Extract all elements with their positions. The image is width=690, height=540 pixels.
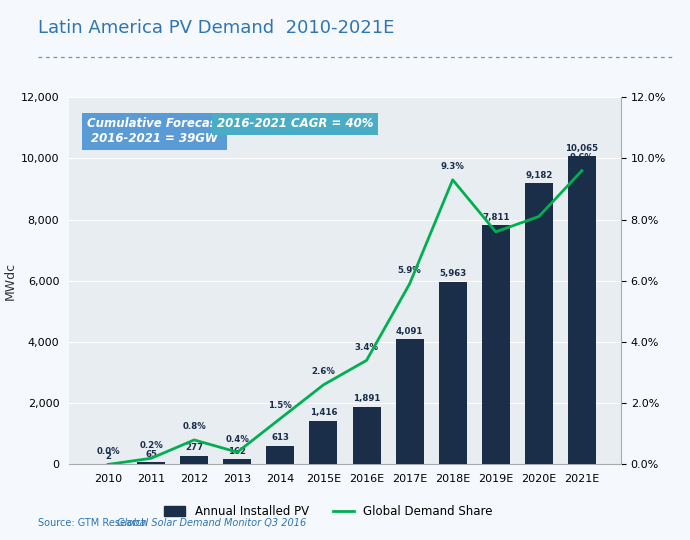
Text: 613: 613 — [271, 433, 289, 442]
Bar — [309, 421, 337, 464]
Text: 4,091: 4,091 — [396, 327, 423, 335]
Text: 9,182: 9,182 — [525, 171, 553, 180]
Text: 2: 2 — [105, 451, 111, 461]
Text: 65: 65 — [145, 450, 157, 459]
Text: 162: 162 — [228, 447, 246, 456]
Text: 7,811: 7,811 — [482, 213, 509, 222]
Bar — [353, 407, 381, 464]
Text: 0.4%: 0.4% — [226, 435, 249, 443]
Text: 10,065: 10,065 — [565, 144, 598, 153]
Text: Cumulative Forecast
2016-2021 = 39GW: Cumulative Forecast 2016-2021 = 39GW — [87, 117, 222, 145]
Bar — [224, 460, 251, 464]
Text: 8.1%: 8.1% — [527, 199, 551, 208]
Text: 0.0%: 0.0% — [97, 447, 120, 456]
Text: 1.5%: 1.5% — [268, 401, 293, 410]
Text: 1,416: 1,416 — [310, 408, 337, 417]
Text: 0.8%: 0.8% — [182, 422, 206, 431]
Text: 5,963: 5,963 — [439, 269, 466, 278]
Bar — [525, 184, 553, 464]
Bar — [482, 225, 510, 464]
Legend: Annual Installed PV, Global Demand Share: Annual Installed PV, Global Demand Share — [159, 501, 497, 523]
Bar — [266, 446, 295, 464]
Bar — [439, 282, 466, 464]
Bar — [395, 339, 424, 464]
Text: 3.4%: 3.4% — [355, 343, 379, 352]
Text: 277: 277 — [185, 443, 204, 453]
Bar — [137, 462, 165, 464]
Text: 9.6%: 9.6% — [570, 153, 594, 162]
Text: 2016-2021 CAGR = 40%: 2016-2021 CAGR = 40% — [217, 117, 373, 130]
Text: 7.6%: 7.6% — [484, 241, 508, 250]
Text: 1,891: 1,891 — [353, 394, 380, 403]
Text: 9.3%: 9.3% — [441, 162, 464, 171]
Y-axis label: MWdc: MWdc — [3, 262, 17, 300]
Text: 0.2%: 0.2% — [139, 441, 163, 450]
Text: 2.6%: 2.6% — [311, 367, 335, 376]
Text: Global Solar Demand Monitor Q3 2016: Global Solar Demand Monitor Q3 2016 — [117, 518, 306, 528]
Text: Source: GTM Research: Source: GTM Research — [38, 518, 150, 528]
Bar — [180, 456, 208, 464]
Bar — [568, 157, 596, 464]
Text: Latin America PV Demand  2010-2021E: Latin America PV Demand 2010-2021E — [38, 19, 394, 37]
Text: 5.9%: 5.9% — [397, 266, 422, 275]
